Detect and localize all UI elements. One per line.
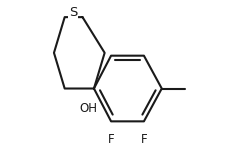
Text: F: F (141, 133, 147, 146)
Text: F: F (108, 133, 114, 146)
Text: OH: OH (79, 102, 97, 115)
Text: S: S (69, 6, 77, 19)
